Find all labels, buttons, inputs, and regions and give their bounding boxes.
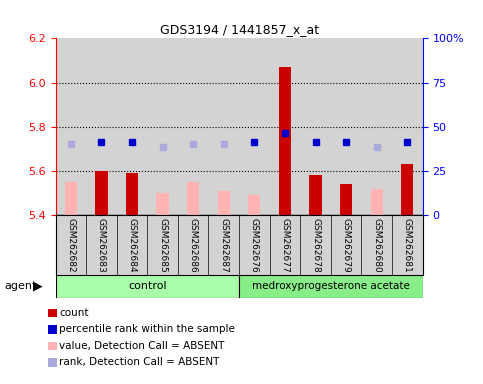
Bar (156, 193, 169, 215)
Bar (392, 38, 423, 215)
Bar (401, 164, 413, 215)
Bar (65, 182, 77, 215)
Bar (178, 38, 209, 215)
Text: percentile rank within the sample: percentile rank within the sample (59, 324, 235, 334)
Bar (187, 182, 199, 215)
Title: GDS3194 / 1441857_x_at: GDS3194 / 1441857_x_at (159, 23, 319, 36)
Bar (361, 38, 392, 215)
Text: GSM262677: GSM262677 (281, 218, 289, 273)
Bar (95, 171, 108, 215)
Bar (270, 38, 300, 215)
Text: GSM262676: GSM262676 (250, 218, 259, 273)
Text: GSM262682: GSM262682 (66, 218, 75, 273)
Text: GSM262684: GSM262684 (128, 218, 137, 273)
Text: GSM262681: GSM262681 (403, 218, 412, 273)
Bar (209, 38, 239, 215)
Bar (117, 38, 147, 215)
Bar (300, 38, 331, 215)
Text: GSM262687: GSM262687 (219, 218, 228, 273)
Bar (126, 173, 138, 215)
Bar (340, 184, 352, 215)
Bar (218, 191, 230, 215)
FancyBboxPatch shape (56, 275, 239, 298)
Bar (239, 38, 270, 215)
Text: control: control (128, 281, 167, 291)
Text: GSM262680: GSM262680 (372, 218, 381, 273)
Bar (370, 189, 383, 215)
Text: GSM262683: GSM262683 (97, 218, 106, 273)
Bar (248, 195, 260, 215)
Bar (331, 38, 361, 215)
Text: GSM262679: GSM262679 (341, 218, 351, 273)
Bar (56, 38, 86, 215)
Bar (310, 175, 322, 215)
Bar (147, 38, 178, 215)
Text: agent: agent (5, 281, 37, 291)
FancyBboxPatch shape (239, 275, 423, 298)
Text: ▶: ▶ (33, 280, 43, 293)
Text: medroxyprogesterone acetate: medroxyprogesterone acetate (252, 281, 410, 291)
Text: count: count (59, 308, 88, 318)
Bar (279, 67, 291, 215)
Text: GSM262678: GSM262678 (311, 218, 320, 273)
Text: value, Detection Call = ABSENT: value, Detection Call = ABSENT (59, 341, 224, 351)
Text: GSM262686: GSM262686 (189, 218, 198, 273)
Bar (86, 38, 117, 215)
Text: rank, Detection Call = ABSENT: rank, Detection Call = ABSENT (59, 358, 219, 367)
Text: GSM262685: GSM262685 (158, 218, 167, 273)
